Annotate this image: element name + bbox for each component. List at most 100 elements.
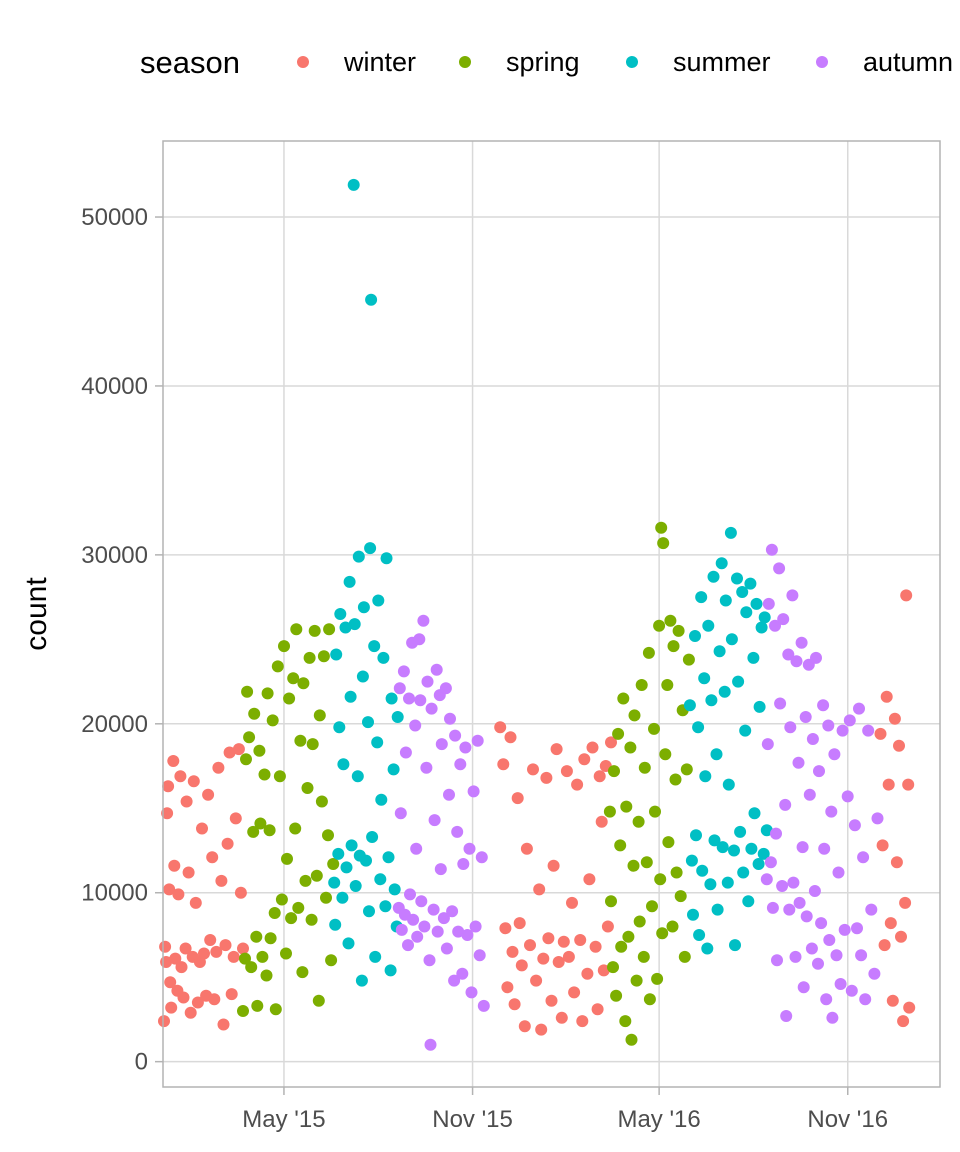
data-point xyxy=(701,942,714,955)
data-point xyxy=(456,967,469,980)
data-point xyxy=(372,594,385,607)
y-tick-label: 0 xyxy=(135,1049,148,1076)
data-point xyxy=(202,788,215,801)
data-point xyxy=(435,738,448,751)
data-point xyxy=(196,822,208,835)
data-point xyxy=(764,856,777,869)
data-point xyxy=(208,993,221,1006)
data-point xyxy=(683,699,696,712)
data-point xyxy=(828,748,841,761)
plot-panel xyxy=(158,140,941,1088)
data-point xyxy=(391,711,404,723)
data-point xyxy=(513,917,526,930)
data-point xyxy=(172,888,185,901)
data-point xyxy=(204,934,217,946)
data-point xyxy=(437,912,450,925)
data-point xyxy=(227,950,240,963)
data-point xyxy=(702,619,715,632)
data-point xyxy=(332,847,345,860)
data-point xyxy=(327,858,340,870)
data-point xyxy=(732,675,745,688)
data-point xyxy=(212,761,225,774)
data-point xyxy=(245,961,258,974)
data-point xyxy=(813,765,825,778)
x-tick-label: May '16 xyxy=(617,1106,700,1133)
data-point xyxy=(897,1015,910,1028)
legend-item-spring: spring xyxy=(459,47,580,77)
data-point xyxy=(364,542,377,555)
data-point xyxy=(253,744,266,757)
legend-label: spring xyxy=(506,47,580,77)
data-point xyxy=(868,967,881,980)
data-point xyxy=(292,901,305,914)
legend-item-summer: summer xyxy=(626,47,771,77)
data-point xyxy=(420,761,433,774)
data-point xyxy=(387,763,400,776)
data-point xyxy=(586,741,599,754)
data-point xyxy=(725,633,738,646)
data-point xyxy=(848,819,861,832)
data-point xyxy=(273,770,286,783)
data-point xyxy=(659,748,672,761)
data-point xyxy=(818,842,831,855)
data-point xyxy=(281,852,293,865)
data-point xyxy=(210,945,223,958)
data-point xyxy=(385,692,398,705)
data-point xyxy=(175,961,188,974)
data-point xyxy=(672,624,685,637)
data-point xyxy=(280,947,292,960)
data-point xyxy=(760,873,773,886)
data-point xyxy=(657,537,670,550)
data-point xyxy=(902,778,915,791)
data-point xyxy=(457,858,470,870)
data-point xyxy=(769,619,781,632)
data-point xyxy=(617,692,630,705)
y-tick-label: 40000 xyxy=(81,373,148,400)
data-point xyxy=(871,812,884,825)
data-point xyxy=(382,851,395,864)
data-point xyxy=(787,876,800,889)
legend-item-winter: winter xyxy=(297,47,416,77)
data-point xyxy=(312,994,325,1007)
data-point xyxy=(287,672,300,685)
data-point xyxy=(343,575,356,588)
data-point xyxy=(198,947,210,960)
data-point xyxy=(614,839,627,852)
data-point xyxy=(494,721,507,734)
data-point xyxy=(344,690,357,703)
data-point xyxy=(555,1011,568,1024)
data-point xyxy=(690,829,702,842)
data-point xyxy=(808,885,821,897)
data-point xyxy=(329,918,342,931)
data-point xyxy=(394,807,407,820)
data-point xyxy=(710,748,723,761)
data-point xyxy=(308,624,321,637)
data-point xyxy=(540,771,553,784)
data-point xyxy=(687,908,699,921)
data-point xyxy=(530,974,543,987)
data-point xyxy=(357,601,370,614)
data-point xyxy=(461,929,474,941)
data-point xyxy=(323,623,336,636)
data-point xyxy=(576,1015,589,1028)
data-point xyxy=(504,731,517,744)
data-point xyxy=(384,964,397,977)
data-point xyxy=(882,778,895,791)
data-point xyxy=(557,935,570,948)
data-point xyxy=(855,949,868,962)
data-point xyxy=(243,731,256,744)
data-point xyxy=(161,807,174,820)
data-point xyxy=(159,940,172,953)
data-point xyxy=(497,758,510,771)
data-point xyxy=(174,770,187,783)
data-point xyxy=(552,956,565,968)
data-point xyxy=(339,621,352,634)
data-point xyxy=(886,994,899,1007)
data-point xyxy=(810,651,822,664)
data-point xyxy=(796,841,809,854)
legend-label: winter xyxy=(343,47,416,77)
data-point xyxy=(547,859,560,872)
data-point xyxy=(360,854,372,867)
data-point xyxy=(310,869,323,882)
data-point xyxy=(607,961,619,974)
